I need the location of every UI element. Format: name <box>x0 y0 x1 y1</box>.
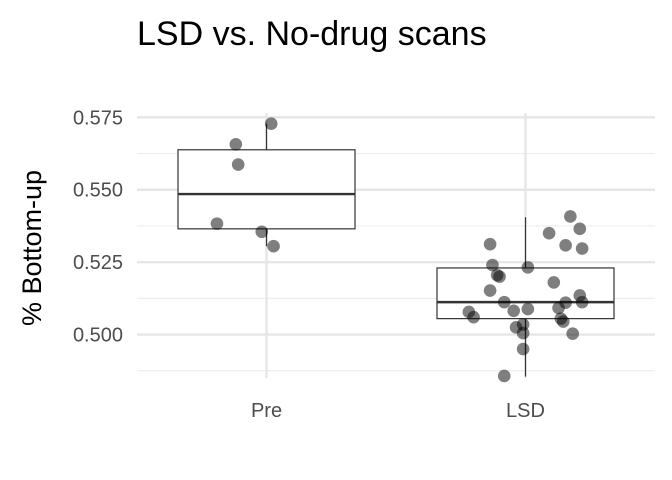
data-point <box>559 239 572 252</box>
y-tick-label: 0.525 <box>73 252 123 274</box>
data-point <box>255 225 269 239</box>
x-tick-labels: Pre LSD <box>251 400 545 422</box>
data-point <box>516 326 530 340</box>
data-point <box>521 261 535 274</box>
data-point <box>229 137 243 151</box>
data-point <box>497 369 511 383</box>
chart-title: LSD vs. No-drug scans <box>137 15 487 53</box>
y-tick-label: 0.550 <box>73 180 123 202</box>
data-point <box>575 295 589 309</box>
data-point <box>566 327 579 340</box>
data-point <box>521 302 535 316</box>
data-points <box>210 117 589 383</box>
data-point <box>483 284 497 297</box>
data-point <box>507 304 520 318</box>
data-point <box>564 210 577 223</box>
data-point <box>516 342 530 356</box>
data-point <box>486 258 499 272</box>
boxplot-pre <box>177 123 356 247</box>
data-point <box>556 315 570 328</box>
box-iqr <box>177 149 356 230</box>
data-point <box>573 222 587 236</box>
data-point <box>264 117 278 131</box>
x-tick-label: Pre <box>251 400 282 422</box>
data-point <box>483 237 497 251</box>
y-axis-label: % Bottom-up <box>17 170 47 326</box>
data-point <box>210 217 224 230</box>
data-point <box>547 276 561 289</box>
data-point <box>493 270 506 283</box>
data-point <box>542 226 556 240</box>
y-tick-label: 0.575 <box>73 107 123 129</box>
y-tick-labels: 0.500 0.525 0.550 0.575 <box>73 107 123 346</box>
data-point <box>575 242 589 255</box>
data-point <box>267 239 280 253</box>
data-point <box>552 301 565 315</box>
data-point <box>467 310 480 324</box>
y-tick-label: 0.500 <box>73 325 123 347</box>
data-point <box>497 295 511 309</box>
data-point <box>231 158 245 171</box>
x-tick-label: LSD <box>506 400 545 422</box>
